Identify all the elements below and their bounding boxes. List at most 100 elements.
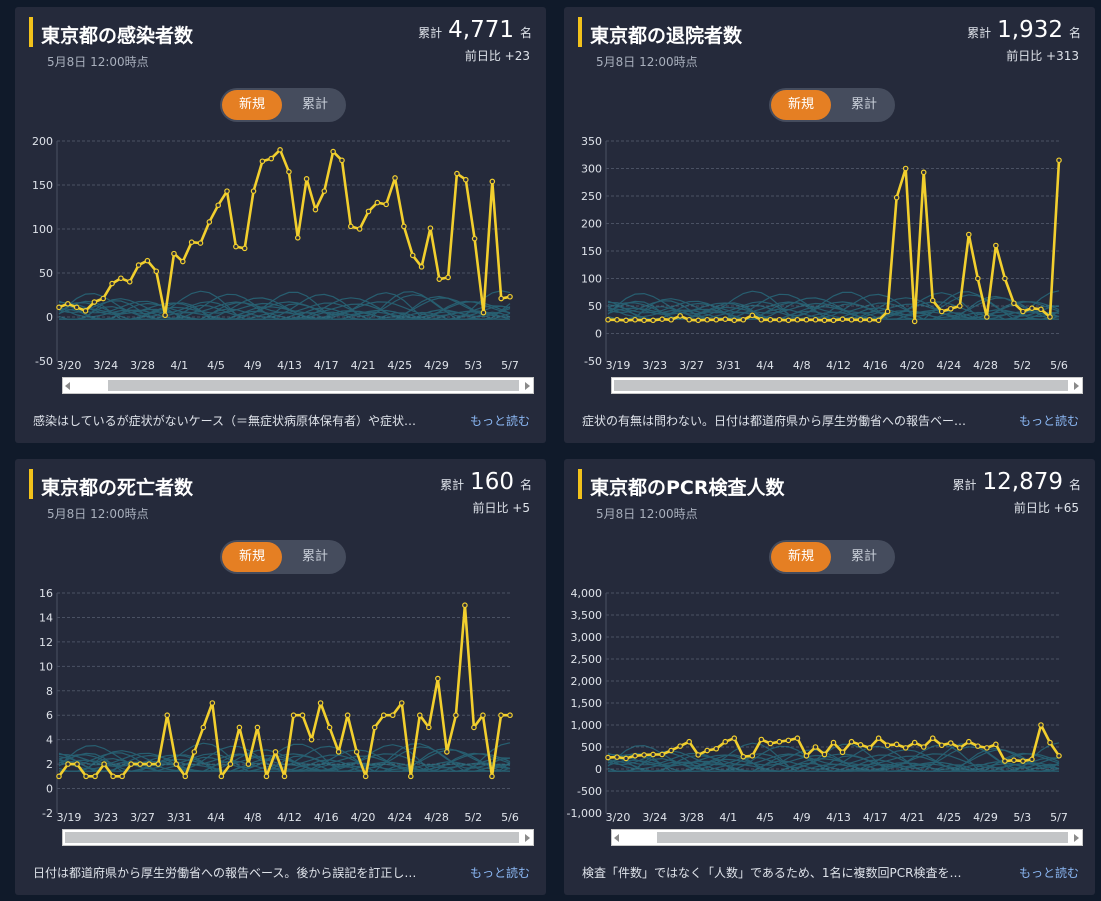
x-tick-label: 3/20: [606, 811, 631, 824]
scroll-thumb[interactable]: [614, 380, 1068, 391]
toggle-cumulative[interactable]: 累計: [850, 549, 877, 564]
data-point: [929, 297, 936, 304]
x-tick-label: 3/28: [679, 811, 704, 824]
toggle-new[interactable]: 新規: [222, 542, 282, 572]
y-tick-label: -500: [577, 785, 602, 798]
data-point: [641, 752, 647, 758]
data-point: [92, 773, 98, 780]
scroll-thumb[interactable]: [657, 832, 1068, 843]
data-point: [704, 316, 711, 323]
scroll-right-icon[interactable]: [525, 382, 530, 390]
scroll-thumb[interactable]: [108, 380, 519, 391]
mode-toggle[interactable]: 新規 累計: [220, 540, 346, 574]
card-date: 5月8日 12:00時点: [596, 507, 698, 521]
x-tick-label: 3/31: [167, 811, 192, 824]
x-tick-label: 3/20: [57, 359, 82, 372]
data-point: [56, 773, 62, 780]
read-more-link[interactable]: もっと読む: [469, 414, 530, 428]
chart-scrollbar[interactable]: [62, 377, 534, 394]
data-point: [677, 743, 683, 749]
data-point: [776, 316, 783, 323]
toggle-new[interactable]: 新規: [771, 542, 831, 572]
x-tick-label: 3/23: [93, 811, 118, 824]
data-point: [1056, 753, 1062, 759]
scroll-left-icon[interactable]: [614, 834, 619, 842]
scroll-right-icon[interactable]: [1074, 382, 1079, 390]
background-series-lines: [607, 290, 1060, 320]
diff-label: 前日比: [1006, 49, 1043, 63]
diff-value: +23: [504, 49, 530, 63]
scroll-right-icon[interactable]: [525, 834, 530, 842]
toggle-cumulative[interactable]: 累計: [301, 549, 328, 564]
mode-toggle[interactable]: 新規 累計: [220, 88, 346, 122]
chart: -50 0 50 100 150 200 250 300 350 3/19 3/23 3/27 3/31…: [581, 135, 1068, 372]
card-deaths: 東京都の死亡者数 5月8日 12:00時点 累計 160 名 前日比 +5 新規…: [15, 459, 546, 895]
data-point: [56, 304, 62, 311]
chart-scrollbar[interactable]: [611, 377, 1083, 394]
total-value: 12,879: [982, 469, 1063, 495]
data-point: [965, 738, 972, 745]
chart-scrollbar[interactable]: [611, 829, 1083, 846]
data-point: [101, 761, 107, 767]
toggle-new[interactable]: 新規: [222, 90, 282, 120]
y-tick-label: 500: [581, 741, 602, 754]
card-infections: 東京都の感染者数 5月8日 12:00時点 累計 4,771 名 前日比 +23…: [15, 7, 546, 443]
data-point: [281, 773, 288, 780]
read-more-link[interactable]: もっと読む: [1018, 866, 1079, 880]
data-point: [758, 316, 765, 323]
x-tick-label: 4/16: [863, 359, 888, 372]
data-point: [1011, 300, 1017, 307]
data-point: [254, 724, 261, 731]
x-tick-label: 4/20: [351, 811, 376, 824]
y-tick-label: 0: [46, 783, 53, 796]
total-block: 累計 4,771 名: [418, 17, 532, 43]
data-point: [794, 735, 801, 742]
data-point: [659, 751, 665, 758]
read-more-link[interactable]: もっと読む: [1018, 414, 1079, 428]
data-point: [191, 749, 198, 755]
data-point: [224, 188, 230, 194]
toggle-cumulative[interactable]: 累計: [301, 97, 328, 112]
diff-block: 前日比 +23: [465, 47, 530, 64]
card-pcr-tests: 東京都のPCR検査人数 5月8日 12:00時点 累計 12,879 名 前日比…: [564, 459, 1095, 895]
y-tick-label: 350: [581, 135, 602, 148]
card-note: 検査「件数」ではなく「人数」であるため、1名に複数回PCR検査を…: [582, 866, 962, 880]
scroll-left-icon[interactable]: [65, 382, 70, 390]
data-point: [713, 316, 720, 323]
chart-scrollbar[interactable]: [62, 829, 534, 846]
diff-block: 前日比 +313: [1006, 47, 1079, 64]
data-point: [875, 317, 882, 324]
x-tick-label: 3/31: [716, 359, 741, 372]
data-point: [380, 712, 387, 719]
toggle-cumulative[interactable]: 累計: [850, 97, 877, 112]
data-point: [389, 712, 396, 719]
toggle-new[interactable]: 新規: [771, 90, 831, 120]
data-point: [984, 745, 990, 751]
y-tick-label: 50: [39, 267, 53, 280]
data-point: [704, 747, 711, 754]
data-point: [236, 724, 243, 731]
card-discharged: 東京都の退院者数 5月8日 12:00時点 累計 1,932 名 前日比 +31…: [564, 7, 1095, 443]
x-tick-label: 4/13: [826, 811, 851, 824]
data-point: [605, 316, 611, 323]
data-point: [383, 201, 389, 208]
x-tick-label: 3/27: [679, 359, 704, 372]
scroll-right-icon[interactable]: [1074, 834, 1079, 842]
x-tick-label: 4/25: [936, 811, 961, 824]
data-point: [374, 199, 381, 206]
scroll-thumb[interactable]: [65, 832, 519, 843]
mode-toggle[interactable]: 新規 累計: [769, 88, 895, 122]
data-point: [668, 747, 674, 754]
x-tick-label: 4/25: [387, 359, 412, 372]
read-more-link[interactable]: もっと読む: [469, 866, 530, 880]
x-tick-label: 3/24: [642, 811, 667, 824]
data-point: [188, 239, 195, 246]
data-point: [144, 257, 151, 264]
y-tick-label: 50: [588, 300, 602, 313]
data-point: [632, 316, 638, 323]
x-tick-label: 4/24: [936, 359, 961, 372]
data-point: [1020, 308, 1026, 315]
x-tick-label: 4/29: [973, 811, 998, 824]
data-point: [335, 749, 342, 755]
mode-toggle[interactable]: 新規 累計: [769, 540, 895, 574]
